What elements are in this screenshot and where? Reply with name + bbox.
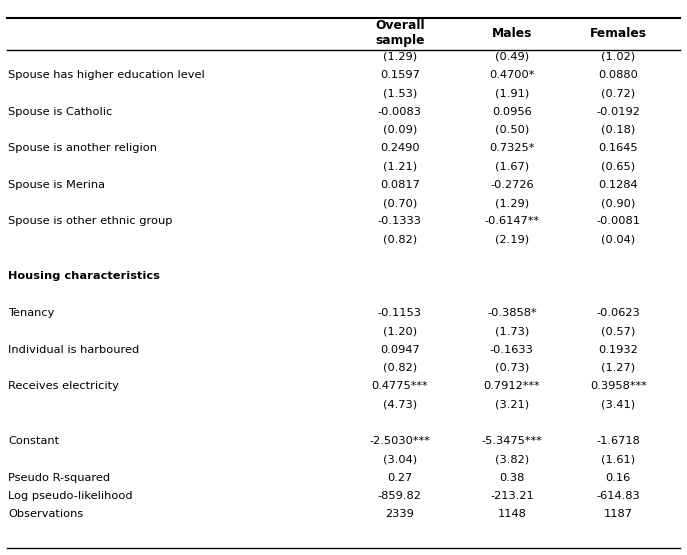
Text: 0.1932: 0.1932	[598, 345, 638, 355]
Text: Housing characteristics: Housing characteristics	[8, 271, 160, 281]
Text: -5.3475***: -5.3475***	[482, 436, 542, 446]
Text: -0.0623: -0.0623	[596, 308, 640, 318]
Text: 0.27: 0.27	[387, 473, 412, 483]
Text: (1.27): (1.27)	[601, 363, 635, 373]
Text: (1.61): (1.61)	[601, 455, 635, 465]
Text: -0.1153: -0.1153	[378, 308, 422, 318]
Text: -0.2726: -0.2726	[490, 180, 534, 190]
Text: 0.0956: 0.0956	[492, 107, 532, 117]
Text: Females: Females	[590, 27, 646, 40]
Text: (0.04): (0.04)	[601, 235, 635, 245]
Text: (1.91): (1.91)	[495, 88, 529, 98]
Text: 0.7325*: 0.7325*	[489, 143, 534, 153]
Text: -859.82: -859.82	[378, 491, 422, 501]
Text: 0.2490: 0.2490	[380, 143, 420, 153]
Text: 0.1284: 0.1284	[598, 180, 638, 190]
Text: (0.18): (0.18)	[601, 125, 635, 135]
Text: (0.50): (0.50)	[495, 125, 529, 135]
Text: 1148: 1148	[497, 509, 526, 519]
Text: Overall
sample: Overall sample	[375, 19, 425, 47]
Text: Spouse is other ethnic group: Spouse is other ethnic group	[8, 216, 172, 226]
Text: 0.38: 0.38	[499, 473, 524, 483]
Text: 2339: 2339	[385, 509, 414, 519]
Text: (0.90): (0.90)	[601, 198, 635, 208]
Text: -0.3858*: -0.3858*	[487, 308, 537, 318]
Text: -614.83: -614.83	[596, 491, 640, 501]
Text: 0.4700*: 0.4700*	[489, 70, 534, 80]
Text: (1.21): (1.21)	[383, 162, 417, 171]
Text: (4.73): (4.73)	[383, 400, 417, 410]
Text: (3.04): (3.04)	[383, 455, 417, 465]
Text: -0.1633: -0.1633	[490, 345, 534, 355]
Text: Spouse is another religion: Spouse is another religion	[8, 143, 157, 153]
Text: (1.67): (1.67)	[495, 162, 529, 171]
Text: (0.65): (0.65)	[601, 162, 635, 171]
Text: (2.19): (2.19)	[495, 235, 529, 245]
Text: 0.4775***: 0.4775***	[372, 381, 428, 391]
Text: Spouse is Merina: Spouse is Merina	[8, 180, 105, 190]
Text: (1.20): (1.20)	[383, 326, 417, 336]
Text: 0.0947: 0.0947	[380, 345, 420, 355]
Text: 0.0817: 0.0817	[380, 180, 420, 190]
Text: Tenancy: Tenancy	[8, 308, 55, 318]
Text: (1.29): (1.29)	[495, 198, 529, 208]
Text: Spouse has higher education level: Spouse has higher education level	[8, 70, 205, 80]
Text: (0.73): (0.73)	[495, 363, 529, 373]
Text: (3.82): (3.82)	[495, 455, 529, 465]
Text: (0.09): (0.09)	[383, 125, 417, 135]
Text: (1.29): (1.29)	[383, 52, 417, 62]
Text: (1.73): (1.73)	[495, 326, 529, 336]
Text: (0.49): (0.49)	[495, 52, 529, 62]
Text: 0.1645: 0.1645	[598, 143, 638, 153]
Text: Log pseudo-likelihood: Log pseudo-likelihood	[8, 491, 133, 501]
Text: -0.0081: -0.0081	[596, 216, 640, 226]
Text: (0.72): (0.72)	[601, 88, 635, 98]
Text: Spouse is Catholic: Spouse is Catholic	[8, 107, 113, 117]
Text: 0.16: 0.16	[606, 473, 631, 483]
Text: -2.5030***: -2.5030***	[370, 436, 430, 446]
Text: (0.82): (0.82)	[383, 363, 417, 373]
Text: -0.1333: -0.1333	[378, 216, 422, 226]
Text: 0.1597: 0.1597	[380, 70, 420, 80]
Text: (0.70): (0.70)	[383, 198, 417, 208]
Text: -0.0083: -0.0083	[378, 107, 422, 117]
Text: (3.21): (3.21)	[495, 400, 529, 410]
Text: Observations: Observations	[8, 509, 84, 519]
Text: -0.6147**: -0.6147**	[484, 216, 539, 226]
Text: Receives electricity: Receives electricity	[8, 381, 119, 391]
Text: 1187: 1187	[604, 509, 633, 519]
Text: 0.0880: 0.0880	[598, 70, 638, 80]
Text: 0.3958***: 0.3958***	[590, 381, 646, 391]
Text: (3.41): (3.41)	[601, 400, 635, 410]
Text: (0.82): (0.82)	[383, 235, 417, 245]
Text: Constant: Constant	[8, 436, 59, 446]
Text: Individual is harboured: Individual is harboured	[8, 345, 139, 355]
Text: -0.0192: -0.0192	[596, 107, 640, 117]
Text: (1.02): (1.02)	[601, 52, 635, 62]
Text: -1.6718: -1.6718	[596, 436, 640, 446]
Text: -213.21: -213.21	[490, 491, 534, 501]
Text: (0.57): (0.57)	[601, 326, 635, 336]
Text: Males: Males	[492, 27, 532, 40]
Text: (1.53): (1.53)	[383, 88, 417, 98]
Text: 0.7912***: 0.7912***	[484, 381, 540, 391]
Text: Pseudo R-squared: Pseudo R-squared	[8, 473, 111, 483]
